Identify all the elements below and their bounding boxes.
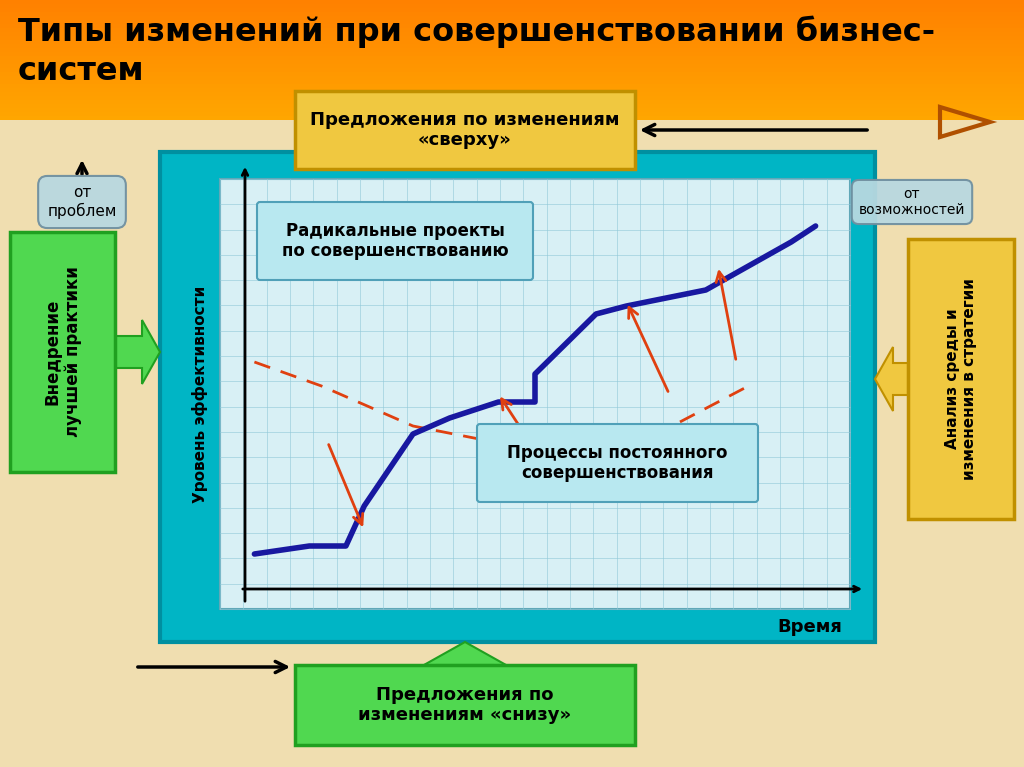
- FancyBboxPatch shape: [0, 99, 1024, 104]
- FancyBboxPatch shape: [0, 47, 1024, 52]
- FancyBboxPatch shape: [0, 83, 1024, 88]
- FancyBboxPatch shape: [477, 424, 758, 502]
- Text: Анализ среды и
изменения в стратегии: Анализ среды и изменения в стратегии: [945, 278, 977, 480]
- Text: Процессы постоянного
совершенствования: Процессы постоянного совершенствования: [507, 443, 728, 482]
- Polygon shape: [415, 126, 515, 169]
- Polygon shape: [415, 642, 515, 670]
- FancyBboxPatch shape: [0, 79, 1024, 84]
- Text: Предложения по изменениям
«сверху»: Предложения по изменениям «сверху»: [310, 110, 620, 150]
- FancyBboxPatch shape: [0, 31, 1024, 36]
- FancyBboxPatch shape: [0, 55, 1024, 60]
- FancyBboxPatch shape: [10, 232, 115, 472]
- FancyBboxPatch shape: [220, 179, 850, 609]
- FancyBboxPatch shape: [0, 15, 1024, 20]
- FancyBboxPatch shape: [0, 95, 1024, 100]
- FancyBboxPatch shape: [160, 152, 874, 642]
- Text: Типы изменений при совершенствовании бизнес-: Типы изменений при совершенствовании биз…: [18, 16, 935, 48]
- FancyBboxPatch shape: [0, 111, 1024, 116]
- FancyBboxPatch shape: [0, 11, 1024, 16]
- Polygon shape: [874, 347, 908, 411]
- Polygon shape: [115, 320, 160, 384]
- FancyBboxPatch shape: [0, 63, 1024, 68]
- FancyBboxPatch shape: [0, 19, 1024, 24]
- FancyBboxPatch shape: [0, 0, 1024, 4]
- FancyBboxPatch shape: [295, 665, 635, 745]
- FancyBboxPatch shape: [0, 115, 1024, 120]
- Text: Предложения по
изменениям «снизу»: Предложения по изменениям «снизу»: [358, 686, 571, 724]
- FancyBboxPatch shape: [0, 43, 1024, 48]
- FancyBboxPatch shape: [257, 202, 534, 280]
- Text: Время: Время: [777, 618, 843, 636]
- FancyBboxPatch shape: [0, 39, 1024, 44]
- FancyBboxPatch shape: [0, 23, 1024, 28]
- Text: Радикальные проекты
по совершенствованию: Радикальные проекты по совершенствованию: [282, 222, 508, 261]
- FancyBboxPatch shape: [0, 59, 1024, 64]
- FancyBboxPatch shape: [0, 51, 1024, 56]
- FancyBboxPatch shape: [0, 67, 1024, 72]
- FancyBboxPatch shape: [0, 75, 1024, 80]
- Text: Внедрение
лучшей практики: Внедрение лучшей практики: [43, 267, 82, 437]
- FancyBboxPatch shape: [0, 91, 1024, 96]
- FancyBboxPatch shape: [908, 239, 1014, 519]
- FancyBboxPatch shape: [0, 103, 1024, 108]
- Text: систем: систем: [18, 57, 144, 87]
- Text: Уровень эффективности: Уровень эффективности: [193, 285, 208, 502]
- Text: от
проблем: от проблем: [47, 185, 117, 219]
- Text: от
возможностей: от возможностей: [859, 187, 966, 217]
- FancyBboxPatch shape: [295, 91, 635, 169]
- FancyBboxPatch shape: [0, 71, 1024, 76]
- FancyBboxPatch shape: [0, 35, 1024, 40]
- FancyBboxPatch shape: [0, 27, 1024, 32]
- FancyBboxPatch shape: [0, 87, 1024, 92]
- FancyBboxPatch shape: [0, 3, 1024, 8]
- FancyBboxPatch shape: [0, 7, 1024, 12]
- FancyBboxPatch shape: [0, 107, 1024, 112]
